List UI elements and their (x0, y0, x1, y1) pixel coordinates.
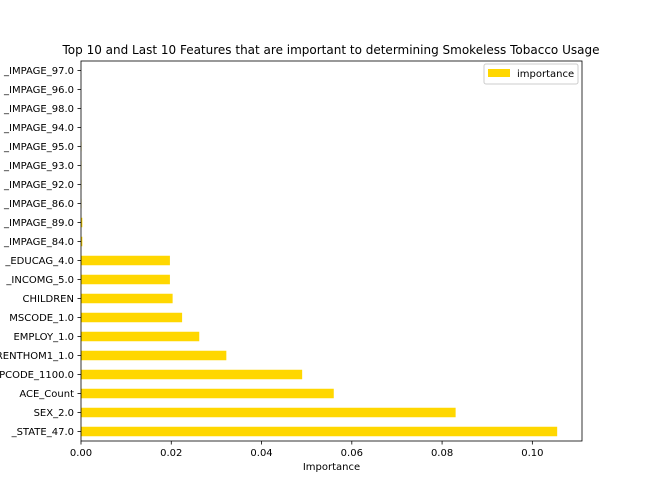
bar-5 (81, 331, 200, 342)
y-tick-label-5: EMPLOY_1.0 (13, 332, 74, 343)
y-tick-label-17: _IMPAGE_98.0 (3, 104, 74, 115)
bar-4 (81, 350, 227, 361)
bar-9 (81, 255, 170, 266)
x-tick-label-4: 0.08 (431, 448, 453, 459)
legend-label: importance (517, 69, 574, 80)
y-tick-label-14: _IMPAGE_93.0 (3, 161, 74, 172)
bar-0 (81, 426, 558, 437)
bar-1 (81, 407, 456, 418)
bar-8 (81, 274, 170, 285)
bars-layer (81, 141, 558, 437)
y-tick-label-13: _IMPAGE_92.0 (3, 180, 74, 191)
y-tick-label-3: PCODE_1100.0 (0, 370, 74, 381)
axes-layer: _STATE_47.0 SEX_2.0 ACE_Count PCODE_1100.0 R… (0, 60, 583, 459)
x-tick-label-0: 0.00 (70, 448, 92, 459)
y-tick-label-2: ACE_Count (19, 389, 74, 400)
y-tick-label-9: _EDUCAG_4.0 (4, 256, 74, 267)
y-tick-label-8: _INCOMG_5.0 (5, 275, 74, 286)
x-tick-label-3: 0.06 (341, 448, 363, 459)
y-tick-label-0: _STATE_47.0 (11, 427, 74, 438)
y-tick-label-11: _IMPAGE_89.0 (3, 218, 74, 229)
y-tick-label-7: CHILDREN (23, 294, 74, 305)
y-tick-label-16: _IMPAGE_94.0 (3, 123, 74, 134)
chart-title: Top 10 and Last 10 Features that are imp… (62, 43, 600, 57)
y-tick-label-4: RENTHOM1_1.0 (0, 351, 74, 362)
legend: importance (483, 63, 579, 85)
plot-frame (80, 60, 583, 442)
x-axis-label: Importance (303, 462, 360, 473)
legend-swatch (488, 69, 510, 77)
bar-2 (81, 388, 334, 399)
y-tick-label-19: _IMPAGE_97.0 (3, 66, 74, 77)
x-tick-label-5: 0.10 (521, 448, 543, 459)
bar-7 (81, 293, 173, 304)
y-tick-label-15: _IMPAGE_95.0 (3, 142, 74, 153)
bar-6 (81, 312, 183, 323)
x-tick-label-1: 0.02 (160, 448, 182, 459)
bar-11 (81, 217, 83, 228)
x-tick-label-2: 0.04 (250, 448, 272, 459)
y-tick-label-18: _IMPAGE_96.0 (3, 85, 74, 96)
y-tick-label-6: MSCODE_1.0 (9, 313, 74, 324)
y-tick-label-12: _IMPAGE_86.0 (3, 199, 74, 210)
y-tick-label-1: SEX_2.0 (34, 408, 74, 419)
bar-10 (81, 236, 83, 247)
bar-3 (81, 369, 303, 380)
y-tick-label-10: _IMPAGE_84.0 (3, 237, 74, 248)
